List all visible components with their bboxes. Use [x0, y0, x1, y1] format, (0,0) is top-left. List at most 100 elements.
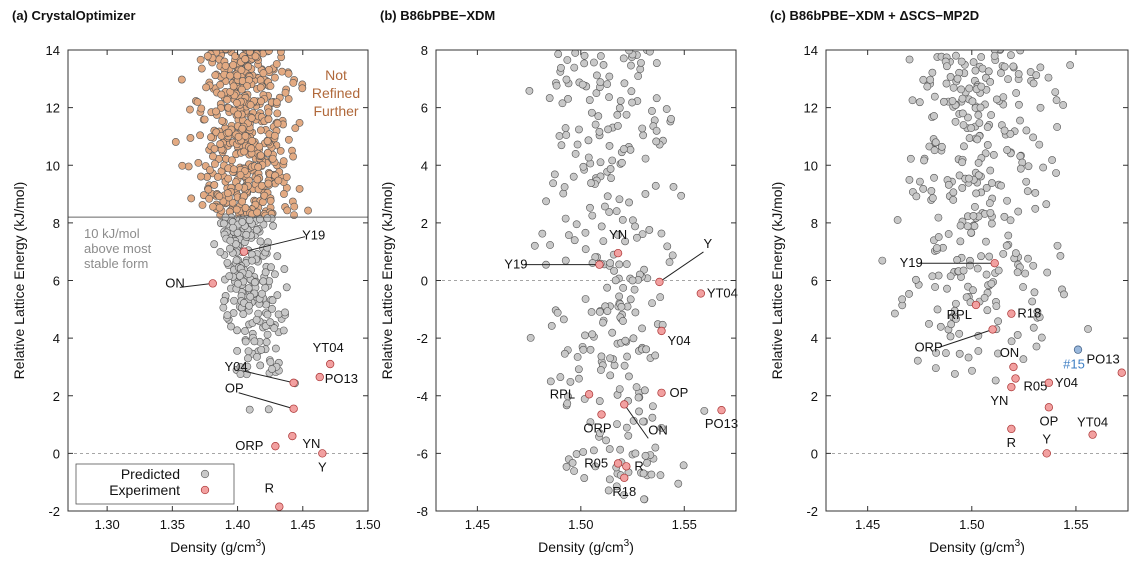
predicted-point — [584, 136, 593, 145]
predicted-point — [983, 306, 992, 315]
predicted-point — [268, 304, 276, 313]
experiment-point — [620, 400, 629, 409]
unrefined-point — [251, 52, 260, 61]
predicted-point — [1048, 156, 1056, 164]
predicted-point — [640, 495, 648, 504]
unrefined-point — [256, 126, 265, 135]
predicted-point — [588, 211, 597, 220]
experiment-label: ON — [648, 422, 668, 437]
predicted-point — [615, 260, 624, 269]
unrefined-point — [264, 36, 271, 43]
experiment-point — [1007, 424, 1016, 434]
chart-title: (a) CrystalOptimizer — [12, 8, 136, 23]
unrefined-point — [261, 39, 268, 46]
predicted-point — [530, 241, 539, 250]
experiment-label: YN — [990, 393, 1008, 408]
predicted-point — [1016, 164, 1025, 173]
x-tick-label: 1.45 — [855, 517, 880, 532]
predicted-point — [1029, 323, 1038, 332]
predicted-point — [994, 349, 1002, 358]
experiment-label: RPL — [947, 307, 972, 322]
experiment-label: Y19 — [302, 228, 325, 243]
predicted-point — [943, 284, 951, 293]
predicted-point — [1002, 241, 1011, 250]
predicted-point — [234, 279, 242, 288]
predicted-point — [634, 393, 643, 402]
unrefined-point — [244, 37, 251, 44]
unrefined-point — [273, 119, 282, 128]
predicted-point — [210, 240, 219, 249]
unrefined-point — [263, 148, 272, 157]
predicted-point — [226, 236, 235, 245]
predicted-point — [607, 174, 615, 182]
unrefined-point — [217, 90, 226, 99]
unrefined-point — [171, 138, 180, 146]
predicted-point — [610, 266, 618, 275]
predicted-point — [253, 352, 261, 361]
predicted-point — [947, 320, 956, 329]
legend-experiment-label: Experiment — [109, 482, 180, 498]
experiment-point — [1007, 382, 1016, 392]
leader-line — [243, 236, 306, 253]
predicted-point — [652, 59, 661, 67]
unrefined-point — [197, 104, 206, 113]
predicted-point — [586, 418, 595, 426]
threshold-label: 10 kJ/mol — [84, 226, 140, 241]
predicted-point — [611, 276, 620, 285]
predicted-point — [956, 221, 965, 230]
unrefined-point — [267, 35, 274, 42]
predicted-point — [603, 192, 612, 201]
x-tick-label: 1.45 — [465, 517, 490, 532]
predicted-point — [1044, 73, 1053, 82]
predicted-point — [1013, 331, 1022, 339]
unrefined-point — [229, 165, 238, 174]
predicted-point — [973, 264, 982, 273]
predicted-point — [1039, 163, 1048, 172]
legend-experiment-marker — [200, 485, 210, 495]
predicted-point — [612, 482, 621, 491]
predicted-point — [942, 349, 950, 357]
unrefined-point — [234, 183, 243, 191]
predicted-point — [1060, 290, 1068, 299]
unrefined-point — [265, 38, 272, 45]
predicted-point — [1032, 71, 1041, 80]
predicted-point — [669, 183, 678, 191]
experiment-label: ORP — [583, 420, 611, 435]
predicted-point — [605, 475, 614, 484]
predicted-points — [171, 35, 312, 414]
predicted-point — [665, 258, 674, 267]
predicted-point — [615, 195, 624, 204]
predicted-point — [560, 183, 569, 191]
unrefined-point — [241, 55, 250, 63]
y-tick-label: 0 — [421, 274, 428, 289]
predicted-point — [599, 318, 607, 327]
predicted-point — [597, 352, 606, 361]
predicted-point — [893, 216, 902, 224]
predicted-point — [916, 177, 924, 186]
y-tick-label: 8 — [53, 216, 60, 231]
predicted-point — [928, 272, 937, 281]
predicted-point — [579, 448, 588, 456]
unrefined-point — [294, 38, 301, 45]
predicted-point — [230, 296, 238, 305]
unrefined-point — [280, 50, 283, 51]
predicted-point — [937, 142, 946, 151]
predicted-point — [1029, 261, 1038, 270]
predicted-point — [586, 203, 594, 212]
predicted-point — [944, 180, 953, 189]
predicted-point — [561, 256, 570, 265]
predicted-point — [604, 125, 612, 134]
predicted-point — [1009, 62, 1018, 71]
predicted-point — [271, 344, 280, 353]
predicted-point — [588, 330, 597, 339]
predicted-point — [999, 249, 1008, 258]
predicted-point — [268, 365, 276, 373]
experiment-label: ORP — [914, 339, 942, 354]
predicted-point — [604, 486, 613, 495]
predicted-point — [657, 423, 666, 432]
unrefined-point — [215, 203, 224, 212]
experiment-point — [620, 473, 629, 483]
predicted-point — [615, 385, 624, 393]
predicted-point — [250, 337, 259, 346]
